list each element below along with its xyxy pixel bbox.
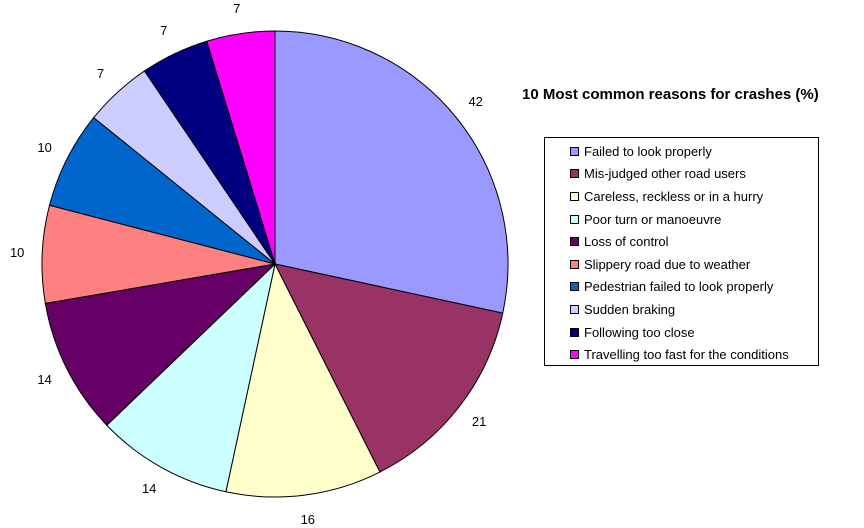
- legend-swatch: [570, 237, 579, 247]
- legend-item: Failed to look properly: [545, 140, 818, 163]
- data-label-9: 7: [160, 23, 167, 38]
- legend-label: Mis-judged other road users: [584, 166, 746, 182]
- data-label-5: 14: [37, 372, 51, 387]
- chart-legend: Failed to look properly Mis-judged other …: [544, 137, 819, 366]
- legend-label: Travelling too fast for the conditions: [584, 347, 789, 363]
- legend-item: Slippery road due to weather: [545, 253, 818, 276]
- legend-item: Travelling too fast for the conditions: [545, 343, 818, 366]
- data-label-4: 14: [142, 481, 156, 496]
- legend-swatch: [570, 350, 579, 360]
- legend-swatch: [570, 304, 579, 314]
- pie-slice-2: [274, 263, 504, 473]
- legend-label: Failed to look properly: [584, 143, 712, 159]
- data-label-1: 42: [468, 94, 482, 109]
- legend-swatch: [570, 169, 579, 179]
- legend-label: Slippery road due to weather: [584, 256, 751, 272]
- legend-swatch: [570, 214, 579, 224]
- legend-item: Sudden braking: [545, 298, 818, 321]
- data-label-2: 21: [472, 414, 486, 429]
- data-label-10: 7: [233, 1, 240, 16]
- legend-label: Loss of control: [584, 234, 669, 250]
- legend-swatch: [570, 259, 579, 269]
- data-label-6: 10: [10, 245, 24, 260]
- pie-slice-5: [44, 263, 277, 426]
- legend-label: Pedestrian failed to look properly: [584, 279, 774, 295]
- legend-item: Mis-judged other road users: [545, 163, 818, 186]
- legend-item: Pedestrian failed to look properly: [545, 276, 818, 299]
- legend-swatch: [570, 191, 579, 201]
- pie-slice-4: [106, 262, 276, 493]
- pie-slice-10: [206, 30, 276, 265]
- chart-title: 10 Most common reasons for crashes (%): [522, 86, 819, 103]
- legend-swatch: [570, 282, 579, 292]
- data-label-3: 16: [301, 512, 315, 527]
- pie-slice-3: [225, 262, 381, 498]
- legend-label: Following too close: [584, 324, 695, 340]
- legend-item: Following too close: [545, 321, 818, 344]
- data-label-8: 7: [97, 66, 104, 81]
- legend-item: Poor turn or manoeuvre: [545, 208, 818, 231]
- legend-label: Poor turn or manoeuvre: [584, 211, 722, 227]
- legend-label: Sudden braking: [584, 301, 676, 317]
- data-label-7: 10: [37, 140, 51, 155]
- legend-swatch: [570, 146, 579, 156]
- legend-item: Careless, reckless or in a hurry: [545, 185, 818, 208]
- pie-slice-1: [274, 30, 509, 314]
- legend-label: Careless, reckless or in a hurry: [584, 188, 764, 204]
- legend-swatch: [570, 327, 579, 337]
- legend-item: Loss of control: [545, 230, 818, 253]
